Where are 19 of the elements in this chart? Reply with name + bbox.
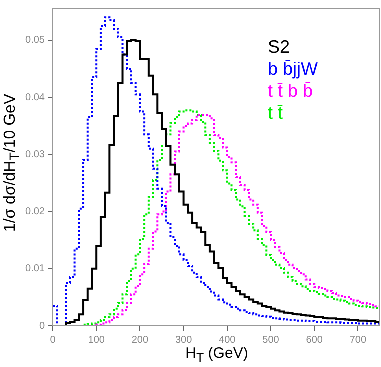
x-tick-label: 600 [306, 334, 324, 346]
x-tick-label: 500 [262, 334, 280, 346]
x-tick-label: 0 [50, 334, 56, 346]
x-axis-title: H$_{T}$ (GeV) [184, 345, 250, 366]
y-tick-label: 0.05 [26, 35, 46, 46]
x-tick-label: 200 [132, 334, 149, 346]
x-tick-label: 100 [88, 334, 106, 346]
y-tick-label: 0 [39, 320, 46, 332]
y-tick-label: 0.03 [26, 149, 46, 160]
text: S2 [268, 36, 290, 57]
text: b b̄jjW [268, 58, 318, 79]
x-tick-label: 700 [350, 334, 367, 346]
x-tick-label: 400 [219, 334, 236, 346]
y-tick-label: 0.01 [26, 264, 46, 275]
text: t t̄ b b̄ [268, 80, 314, 101]
x-tick-label: 300 [175, 334, 193, 346]
y-tick-label: 0.04 [26, 92, 46, 104]
y-tick-label: 0.02 [26, 206, 46, 218]
text: t t̄ [268, 102, 284, 123]
